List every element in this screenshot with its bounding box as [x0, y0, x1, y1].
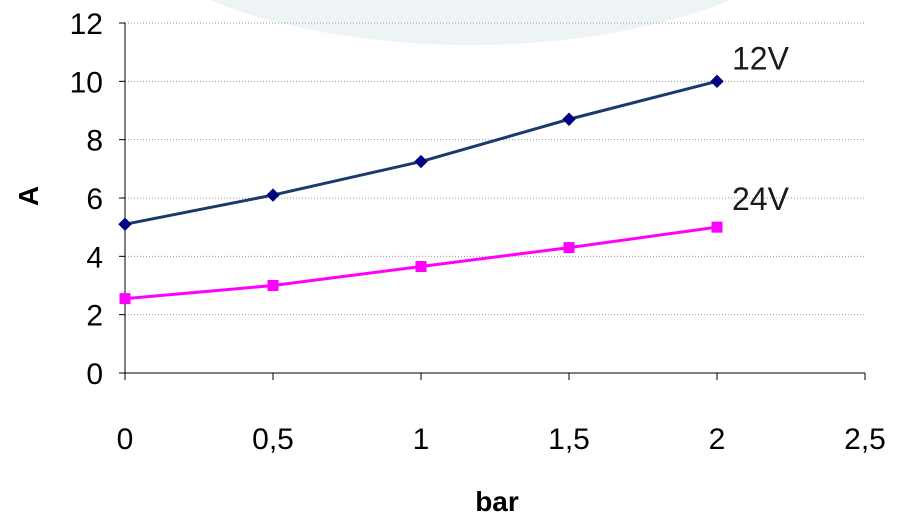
- series-12V: 12V: [118, 40, 790, 231]
- y-tick-label: 0: [86, 358, 103, 391]
- data-point: [563, 242, 575, 254]
- x-tick-label: 2: [709, 423, 726, 456]
- data-point: [710, 74, 724, 89]
- y-tick-label: 12: [70, 8, 103, 41]
- x-tick-label: 2,5: [844, 423, 886, 456]
- data-point: [119, 293, 131, 305]
- axes: [119, 22, 866, 380]
- data-point: [414, 154, 428, 169]
- series-24V: 24V: [119, 181, 790, 305]
- x-tick-label: 1,5: [548, 423, 590, 456]
- y-axis-tick-labels: 0 2 4 6 8 10 12: [70, 8, 103, 391]
- x-tick-label: 0,5: [252, 423, 294, 456]
- background-arc: [209, 0, 731, 45]
- y-tick-label: 10: [70, 66, 103, 99]
- x-axis-tick-labels: 0 0,5 1 1,5 2 2,5: [117, 423, 886, 456]
- data-series: 12V 24V: [118, 40, 790, 305]
- y-tick-label: 8: [86, 125, 103, 158]
- data-point: [562, 112, 576, 126]
- data-point: [118, 217, 132, 231]
- series-label: 12V: [732, 40, 790, 76]
- data-point: [266, 188, 280, 202]
- data-point: [415, 261, 427, 273]
- x-tick-label: 0: [117, 423, 134, 456]
- x-tick-label: 1: [413, 423, 430, 456]
- x-axis-title: bar: [475, 486, 519, 517]
- series-line: [124, 79, 718, 226]
- y-tick-label: 6: [86, 183, 103, 216]
- y-axis-title: A: [13, 186, 44, 206]
- data-point: [711, 221, 723, 233]
- y-tick-label: 4: [86, 241, 103, 274]
- data-point: [267, 280, 279, 291]
- y-tick-label: 2: [86, 300, 103, 333]
- series-label: 24V: [732, 181, 790, 217]
